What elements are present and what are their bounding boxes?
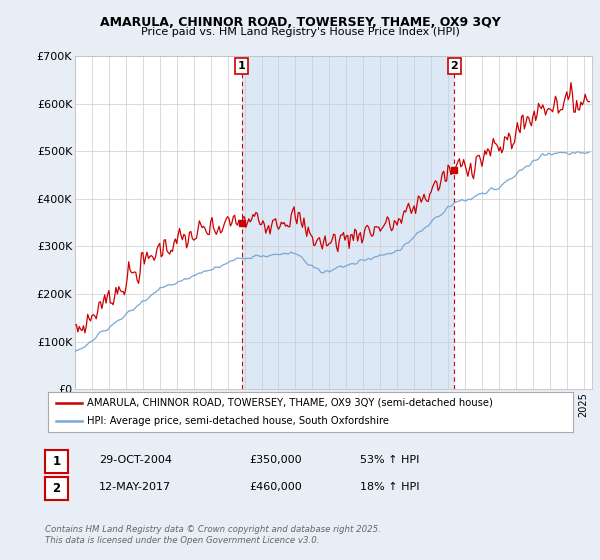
Text: 53% ↑ HPI: 53% ↑ HPI [360, 455, 419, 465]
Bar [242, 56, 454, 389]
Text: £460,000: £460,000 [249, 482, 302, 492]
Text: Contains HM Land Registry data © Crown copyright and database right 2025.
This d: Contains HM Land Registry data © Crown c… [45, 525, 381, 545]
Text: 12-MAY-2017: 12-MAY-2017 [99, 482, 171, 492]
Text: 2: 2 [450, 61, 458, 71]
Text: 18% ↑ HPI: 18% ↑ HPI [360, 482, 419, 492]
Text: Price paid vs. HM Land Registry's House Price Index (HPI): Price paid vs. HM Land Registry's House … [140, 27, 460, 37]
Text: AMARULA, CHINNOR ROAD, TOWERSEY, THAME, OX9 3QY: AMARULA, CHINNOR ROAD, TOWERSEY, THAME, … [100, 16, 500, 29]
Text: AMARULA, CHINNOR ROAD, TOWERSEY, THAME, OX9 3QY (semi-detached house): AMARULA, CHINNOR ROAD, TOWERSEY, THAME, … [88, 398, 493, 408]
Text: 29-OCT-2004: 29-OCT-2004 [99, 455, 172, 465]
Text: HPI: Average price, semi-detached house, South Oxfordshire: HPI: Average price, semi-detached house,… [88, 417, 389, 426]
Text: 2: 2 [52, 482, 61, 495]
Text: 1: 1 [52, 455, 61, 468]
Text: £350,000: £350,000 [249, 455, 302, 465]
Text: 1: 1 [238, 61, 245, 71]
